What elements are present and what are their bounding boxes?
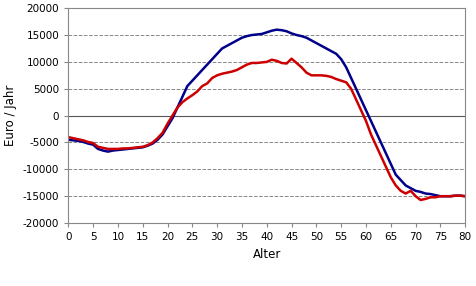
Ausländer [363,119,369,123]
X-axis label: Alter: Alter [253,248,281,261]
Y-axis label: Euro / Jahr: Euro / Jahr [4,85,17,146]
Ausländer [65,135,71,139]
Deutsche [289,32,295,35]
Ausländer [462,194,468,198]
Deutsche [318,44,324,47]
Ausländer [289,57,295,60]
Ausländer [418,198,424,202]
Ausländer [433,196,438,199]
Deutsche [427,192,433,196]
Ausländer [284,62,289,65]
Ausländer [318,74,324,77]
Deutsche [393,173,398,176]
Deutsche [413,189,418,192]
Ausländer [413,194,418,198]
Deutsche [274,28,279,31]
Deutsche [65,138,71,142]
Line: Deutsche: Deutsche [68,30,465,196]
Deutsche [437,194,443,198]
Deutsche [462,194,468,198]
Line: Ausländer: Ausländer [68,59,465,200]
Ausländer [393,184,398,187]
Deutsche [363,108,369,112]
